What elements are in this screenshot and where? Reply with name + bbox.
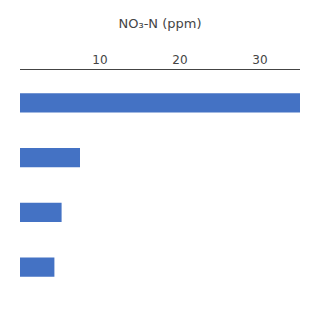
svg-text:30: 30 — [252, 53, 267, 67]
svg-text:20: 20 — [172, 53, 187, 67]
svg-text:NO₃-N (ppm): NO₃-N (ppm) — [118, 16, 201, 31]
svg-text:10: 10 — [92, 53, 107, 67]
